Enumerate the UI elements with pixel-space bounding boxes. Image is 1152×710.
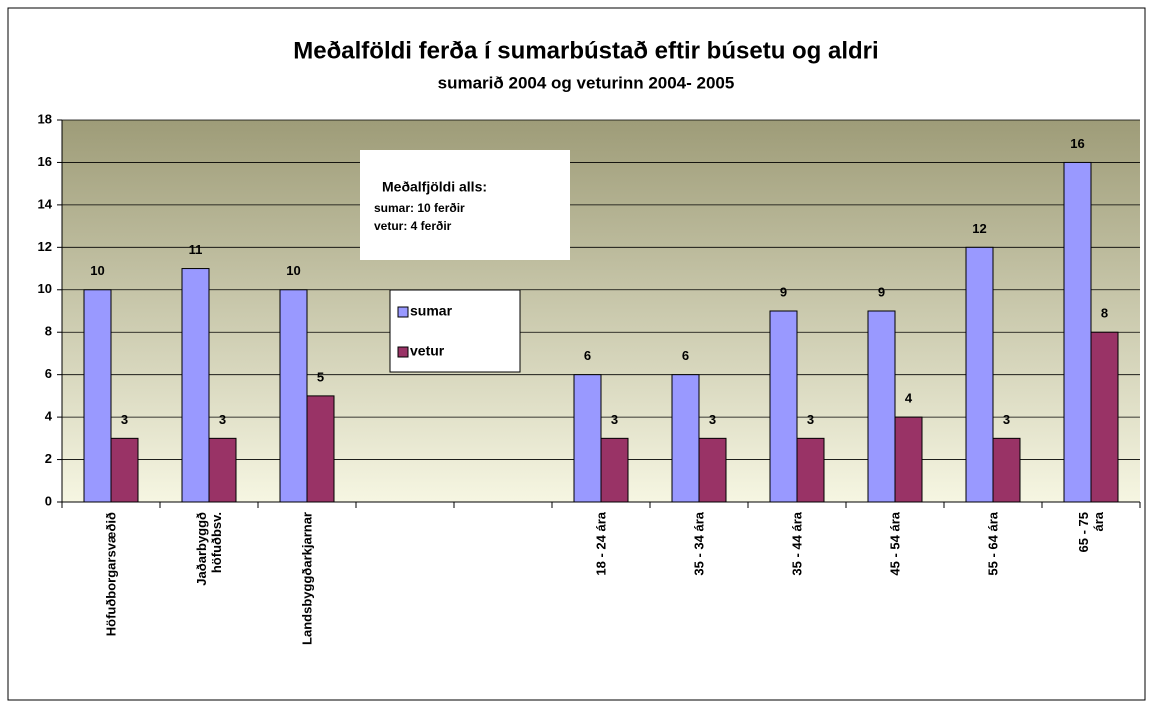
bar <box>769 310 798 503</box>
x-tick-label: Höfuðborgarsvæðið <box>103 512 119 637</box>
y-tick-label: 6 <box>45 366 52 381</box>
y-tick-label: 14 <box>38 196 53 211</box>
annotation-box <box>360 150 570 260</box>
x-tick-label: 35 - 44 ára <box>789 512 805 576</box>
data-label: 8 <box>1101 306 1108 321</box>
data-label: 10 <box>90 263 104 278</box>
bar <box>110 437 139 503</box>
bar <box>698 437 727 503</box>
legend-swatch <box>397 346 409 358</box>
bar <box>279 289 308 503</box>
data-label: 9 <box>780 284 787 299</box>
data-label: 6 <box>584 348 591 363</box>
x-tick-label: Jaðarbyggð höfuðbsv. <box>194 512 224 586</box>
annotation-text: Meðalfjöldi alls: <box>382 179 487 195</box>
y-tick-label: 4 <box>45 409 53 424</box>
x-tick-label: 35 - 34 ára <box>691 512 707 576</box>
data-label: 11 <box>189 242 203 257</box>
legend-label: vetur <box>410 343 445 359</box>
bar <box>671 374 700 503</box>
bar <box>208 437 237 503</box>
data-label: 3 <box>709 412 716 427</box>
bar <box>867 310 896 503</box>
bar <box>573 374 602 503</box>
legend-swatch <box>397 306 409 318</box>
data-label: 16 <box>1070 136 1084 151</box>
bar <box>894 416 923 503</box>
legend-box <box>389 289 521 373</box>
y-tick-label: 0 <box>45 493 52 508</box>
data-label: 3 <box>219 412 226 427</box>
y-tick-label: 2 <box>45 451 52 466</box>
bar <box>796 437 825 503</box>
y-tick-label: 8 <box>45 324 52 339</box>
data-label: 3 <box>611 412 618 427</box>
x-tick-label: Landsbyggðarkjarnar <box>299 512 315 645</box>
bar <box>83 289 112 503</box>
annotation-text: vetur: 4 ferðir <box>374 219 452 233</box>
data-label: 4 <box>905 391 913 406</box>
legend-label: sumar <box>410 303 453 319</box>
x-tick-label: 18 - 24 ára <box>593 512 609 576</box>
bar <box>1090 331 1119 503</box>
y-tick-label: 16 <box>38 154 52 169</box>
bar <box>1063 161 1092 503</box>
x-tick-label: 45 - 54 ára <box>887 512 903 576</box>
y-tick-label: 10 <box>38 281 52 296</box>
bar <box>600 437 629 503</box>
data-label: 10 <box>286 263 300 278</box>
bar <box>306 395 335 503</box>
y-tick-label: 12 <box>38 239 52 254</box>
chart-title: Meðalföldi ferða í sumarbústað eftir bús… <box>293 37 878 64</box>
annotation-text: sumar: 10 ferðir <box>374 201 465 215</box>
data-label: 3 <box>1003 412 1010 427</box>
data-label: 12 <box>972 221 986 236</box>
x-tick-label: 55 - 64 ára <box>985 512 1001 576</box>
data-label: 3 <box>121 412 128 427</box>
data-label: 3 <box>807 412 814 427</box>
bar <box>992 437 1021 503</box>
data-label: 5 <box>317 369 324 384</box>
data-label: 9 <box>878 284 885 299</box>
bar <box>181 268 210 503</box>
chart-subtitle: sumarið 2004 og veturinn 2004- 2005 <box>438 73 735 92</box>
y-tick-label: 18 <box>38 111 52 126</box>
x-tick-label: 65 - 75 ára <box>1076 512 1106 553</box>
bar <box>965 246 994 503</box>
data-label: 6 <box>682 348 689 363</box>
